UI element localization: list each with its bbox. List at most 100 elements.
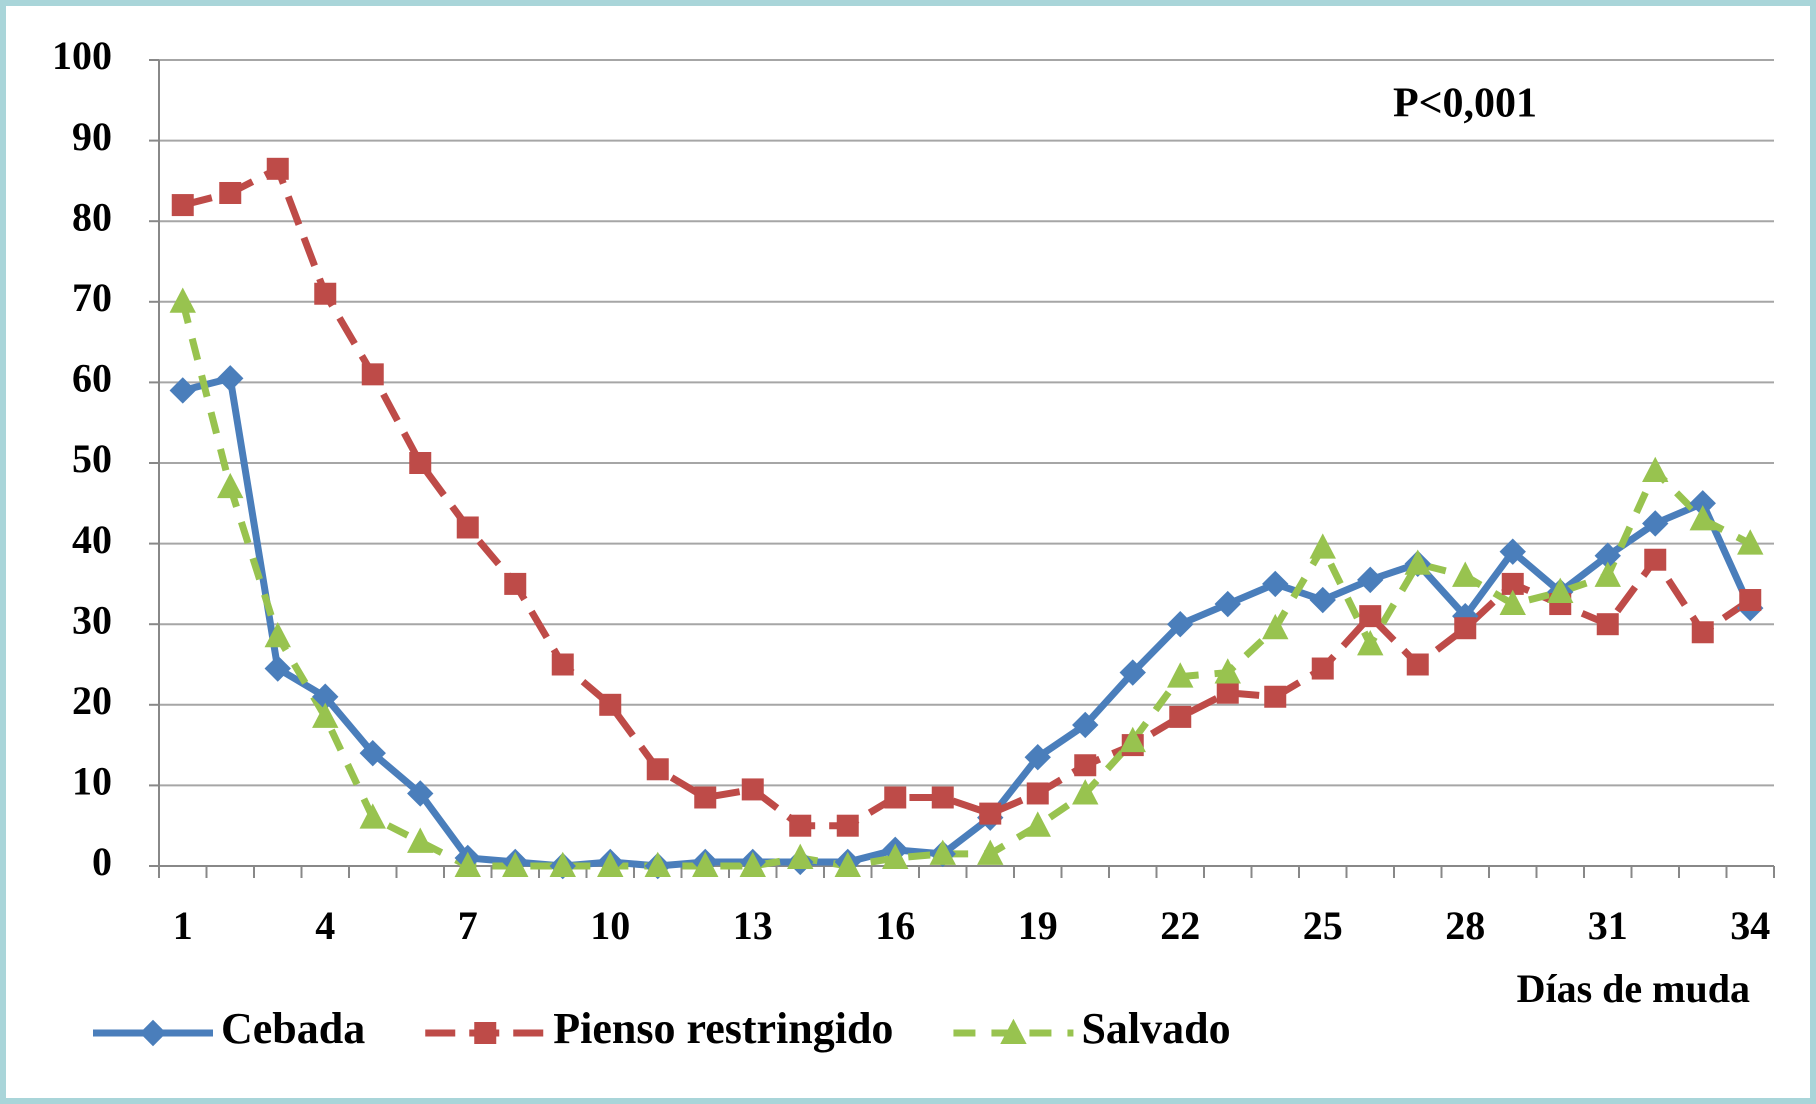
marker-square (456, 516, 479, 539)
marker-square (409, 452, 432, 474)
marker-triangle (1642, 456, 1669, 483)
marker-triangle (597, 851, 624, 877)
marker-square (266, 157, 289, 180)
marker-triangle (1689, 505, 1716, 531)
marker-diamond (407, 780, 434, 807)
y-tick-label: 30 (72, 597, 112, 642)
marker-square (1026, 782, 1049, 805)
marker-square (931, 786, 954, 809)
marker-triangle (359, 803, 386, 829)
marker-diamond (312, 683, 339, 710)
marker-square (1691, 621, 1714, 644)
y-tick-label: 50 (72, 436, 112, 481)
y-tick-label: 20 (72, 678, 112, 723)
marker-square (361, 363, 384, 386)
legend-label: Pienso restringido (553, 1004, 893, 1053)
marker-triangle (1309, 533, 1336, 559)
x-tick-label: 19 (1018, 903, 1058, 948)
marker-triangle (787, 843, 814, 869)
marker-triangle (264, 621, 291, 648)
x-tick-label: 4 (315, 903, 335, 948)
marker-square (474, 1022, 497, 1044)
marker-triangle (834, 851, 861, 877)
x-tick-label: 7 (458, 903, 478, 948)
marker-diamond (139, 1019, 167, 1047)
marker-triangle (929, 839, 956, 865)
marker-triangle (644, 851, 671, 877)
marker-diamond (1594, 542, 1621, 569)
marker-triangle (692, 851, 719, 877)
marker-triangle (1404, 549, 1431, 575)
x-tick-label: 25 (1303, 903, 1343, 948)
marker-diamond (1214, 590, 1241, 618)
x-tick-label: 16 (875, 903, 915, 948)
marker-diamond (1167, 611, 1194, 638)
marker-diamond (1072, 711, 1099, 739)
marker-square (1169, 705, 1192, 728)
series-line (179, 300, 1752, 870)
marker-diamond (1499, 538, 1526, 565)
marker-diamond (1689, 490, 1716, 517)
marker-triangle (217, 472, 244, 499)
marker-triangle (882, 843, 909, 869)
x-tick-label: 31 (1588, 903, 1628, 948)
y-tick-label: 0 (92, 839, 112, 884)
marker-square (1264, 685, 1287, 708)
x-tick-label: 34 (1730, 903, 1770, 948)
marker-diamond (1119, 659, 1146, 686)
legend-label: Cebada (221, 1004, 365, 1053)
marker-triangle (1357, 630, 1384, 656)
marker-triangle (977, 839, 1004, 865)
x-tick-label: 13 (733, 903, 773, 948)
marker-triangle (1167, 662, 1194, 688)
marker-triangle (1737, 529, 1764, 555)
x-tick-label: 22 (1160, 903, 1200, 948)
marker-triangle (1499, 589, 1526, 616)
x-tick-label: 28 (1445, 903, 1485, 948)
marker-diamond (264, 655, 291, 682)
x-axis-label: Días de muda (1517, 966, 1750, 1011)
annotation: P<0,001 (1393, 81, 1537, 127)
marker-diamond (1357, 566, 1384, 594)
marker-square (504, 572, 527, 595)
y-tick-label: 90 (72, 114, 112, 159)
marker-square (1216, 681, 1239, 704)
marker-triangle (407, 827, 434, 853)
marker-diamond (169, 377, 196, 404)
series-line (181, 165, 1753, 830)
marker-diamond (1262, 570, 1289, 598)
marker-square (979, 802, 1002, 825)
y-tick-label: 40 (72, 517, 112, 562)
marker-triangle (312, 702, 339, 728)
marker-square (1644, 548, 1667, 571)
y-tick-label: 80 (72, 194, 112, 239)
legend-label: Salvado (1081, 1004, 1230, 1053)
marker-square (884, 786, 907, 809)
legend-item: Salvado (953, 1004, 1231, 1053)
marker-triangle (1262, 613, 1289, 640)
marker-triangle (1214, 658, 1241, 684)
marker-triangle (1547, 577, 1574, 603)
marker-triangle (1452, 561, 1479, 587)
x-tick-label: 1 (173, 903, 193, 948)
marker-triangle (502, 851, 529, 877)
marker-square (1501, 572, 1524, 595)
y-tick-label: 100 (52, 33, 112, 78)
marker-triangle (739, 851, 766, 877)
legend-item: Pienso restringido (425, 1004, 893, 1053)
marker-diamond (1024, 743, 1051, 771)
marker-square (1311, 657, 1334, 680)
marker-square (646, 758, 669, 781)
marker-square (599, 693, 622, 716)
marker-triangle (1594, 561, 1621, 587)
marker-square (551, 653, 574, 676)
y-tick-label: 60 (72, 356, 112, 401)
marker-square (219, 181, 242, 204)
marker-triangle (1072, 779, 1099, 805)
legend-item: Cebada (93, 1004, 365, 1053)
marker-square (314, 282, 337, 305)
marker-square (836, 814, 859, 837)
marker-square (1454, 617, 1477, 640)
